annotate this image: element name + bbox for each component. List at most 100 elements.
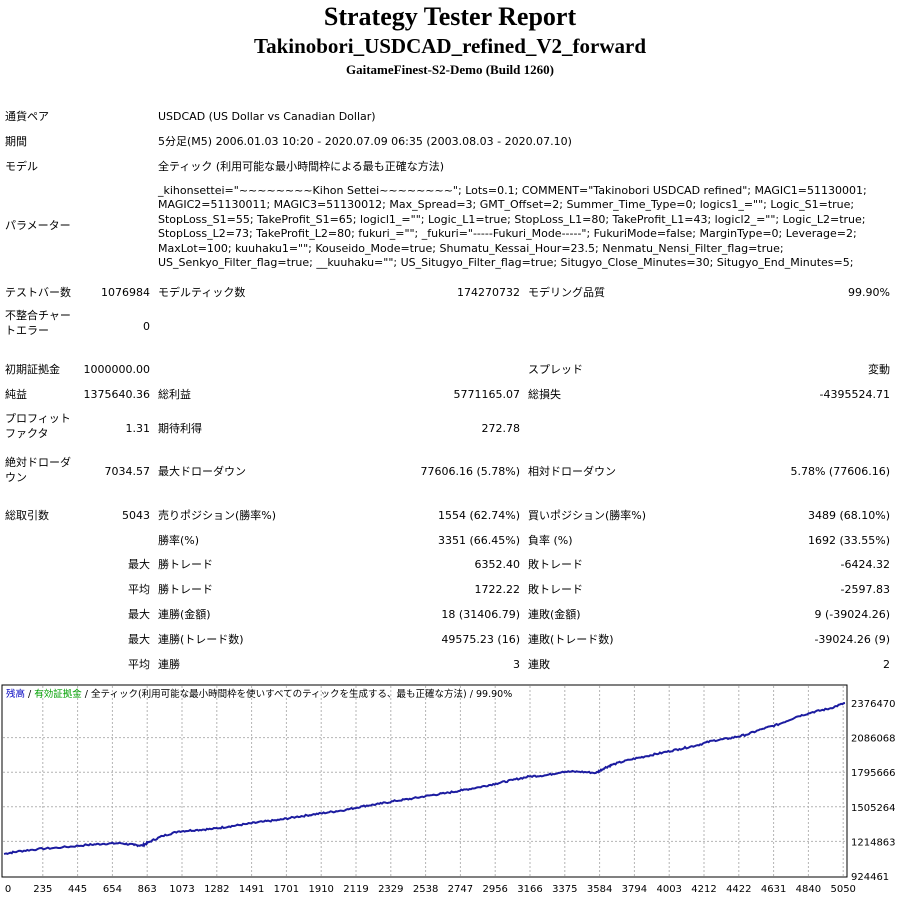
x-tick-label: 654 [103,884,122,895]
x-tick-label: 5050 [830,884,855,895]
parameter-line: _kihonsettei="~~~~~~~~Kihon Settei~~~~~~… [158,184,867,197]
parameter-line: StopLoss_L2=73; TakeProfit_L2=80; fukuri… [158,227,857,241]
x-tick-label: 2119 [343,884,368,895]
y-tick-label: 924461 [851,872,889,883]
total-trades-value: 5043 [122,509,150,522]
average-win-label: 勝トレード [158,583,213,596]
period-value: 5分足(M5) 2006.01.03 10:20 - 2020.07.09 06… [158,135,572,148]
gross-loss-label: 総損失 [528,388,561,401]
spread-value: 変動 [868,363,890,376]
x-tick-label: 3584 [587,884,612,895]
bars-value: 1076984 [101,286,150,299]
consecutive-losses-money-value: 9 (-39024.26) [814,608,890,621]
x-tick-label: 235 [33,884,52,895]
win-rate-label: 勝率(%) [158,534,200,547]
legend-separator: / [82,689,91,700]
expected-payoff-value: 272.78 [481,422,521,435]
legend-balance: 残高 [6,688,25,700]
consecutive-losses-money-label: 連敗(金額) [528,608,581,621]
long-positions-value: 3489 (68.10%) [807,509,890,522]
server-build: GaitameFinest-S2-Demo (Build 1260) [346,62,554,77]
plot-frame [1,684,848,878]
consecutive-losses-count-label: 連敗(トレード数) [528,633,614,646]
ea-name: Takinobori_USDCAD_refined_V2_forward [253,34,647,58]
parameters-label: パラメーター [5,219,71,232]
x-tick-label: 2329 [378,884,403,895]
y-tick-label: 2376470 [851,699,896,710]
x-tick-label: 863 [138,884,157,895]
y-tick-label: 1214863 [851,837,896,848]
x-tick-label: 4422 [726,884,751,895]
x-tick-label: 1282 [204,884,229,895]
mismatch-label-line1: 不整合チャー [5,309,71,322]
bars-label: テストバー数 [5,286,71,299]
largest-win-label: 勝トレード [158,558,213,571]
x-tick-label: 4003 [656,884,681,895]
deposit-value: 1000000.00 [83,363,150,376]
gross-loss-value: -4395524.71 [819,388,890,401]
model-label: モデル [5,160,38,173]
profit-factor-label: プロフィット ファクタ [5,411,71,441]
relative-drawdown-value: 5.78% (77606.16) [790,465,890,478]
parameter-line: US_Senkyo_Filter_flag=true; __kuuhaku=""… [158,256,854,270]
mismatch-value: 0 [143,320,150,333]
consecutive-losses-count-value: -39024.26 (9) [814,633,890,646]
avg-consecutive-wins-value: 3 [513,658,520,671]
avg-consecutive-losses-value: 2 [883,658,890,671]
avg-consecutive-wins-label: 連勝 [158,658,180,671]
win-rate-value: 3351 (66.45%) [437,534,520,547]
x-tick-label: 2538 [413,884,438,895]
consecutive-wins-count-value: 49575.23 (16) [441,633,520,646]
balance-line [3,702,846,855]
x-tick-label: 1701 [274,884,299,895]
loss-rate-value: 1692 (33.55%) [807,534,890,547]
y-axis: 2376470 2086068 1795666 1505264 1214863 92446… [851,699,896,883]
profit-factor-label-line1: プロフィット [5,412,71,425]
quality-label: モデリング品質 [528,286,605,299]
short-positions-label: 売りポジション(勝率%) [158,509,277,522]
x-tick-label: 2956 [482,884,507,895]
absolute-drawdown-label-line2: ウン [5,471,27,484]
short-positions-value: 1554 (62.74%) [437,509,520,522]
loss-rate-label: 負率 (%) [528,534,573,547]
average-win-value: 1722.22 [474,583,521,596]
mismatch-label: 不整合チャー トエラー [5,308,71,338]
y-tick-label: 2086068 [851,734,896,745]
quality-value: 99.90% [848,286,890,299]
parameter-line: MaxLot=100; kuuhaku1=""; Kouseido_Mode=t… [158,241,784,255]
consecutive-wins-money-value: 18 (31406.79) [441,608,520,621]
avg-consecutive-losses-label: 連敗 [528,658,550,671]
relative-drawdown-label: 相対ドローダウン [528,465,616,478]
parameter-line: StopLoss_S1=55; TakeProfit_S1=65; logicl… [158,212,866,226]
spread-label: スプレッド [528,363,583,376]
x-tick-label: 3375 [552,884,577,895]
absolute-drawdown-label: 絶対ドローダ ウン [5,455,71,485]
grid [3,686,846,876]
average-consecutive-label: 平均 [128,658,150,671]
balance-chart: 残高 / 有効証拠金 / 全ティック(利用可能な最小時間枠を使いすべてのティック… [1,684,896,895]
report-title: Strategy Tester Report [323,2,577,31]
consecutive-wins-money-label: 連勝(金額) [158,608,211,621]
x-tick-label: 1491 [239,884,264,895]
max-consecutive-label: 最大 [128,608,150,621]
x-tick-label: 2747 [448,884,473,895]
legend-separator: / [25,689,34,700]
profit-factor-value: 1.31 [125,422,151,435]
gross-profit-value: 5771165.07 [453,388,520,401]
symbol-value: USDCAD (US Dollar vs Canadian Dollar) [158,110,376,123]
legend-model: 全ティック(利用可能な最小時間枠を使いすべてのティックを生成する、最も正確な方法… [91,688,512,700]
average-loss-value: -2597.83 [840,583,890,596]
average-loss-label: 敗トレード [528,583,583,596]
x-tick-label: 4631 [761,884,786,895]
total-trades-label: 総取引数 [5,509,49,522]
parameters-value: _kihonsettei="~~~~~~~~Kihon Settei~~~~~~… [158,184,898,270]
ticks-value: 174270732 [457,286,520,299]
x-tick-label: 4212 [691,884,716,895]
largest-label: 最大 [128,558,150,571]
y-tick-label: 1505264 [851,803,896,814]
deposit-label: 初期証拠金 [5,363,60,376]
x-tick-label: 4840 [796,884,821,895]
x-axis: 0 235 445 654 863 1073 1282 1491 1701 1910 2119 232… [5,884,856,895]
x-tick-label: 1910 [308,884,333,895]
long-positions-label: 買いポジション(勝率%) [528,509,647,522]
